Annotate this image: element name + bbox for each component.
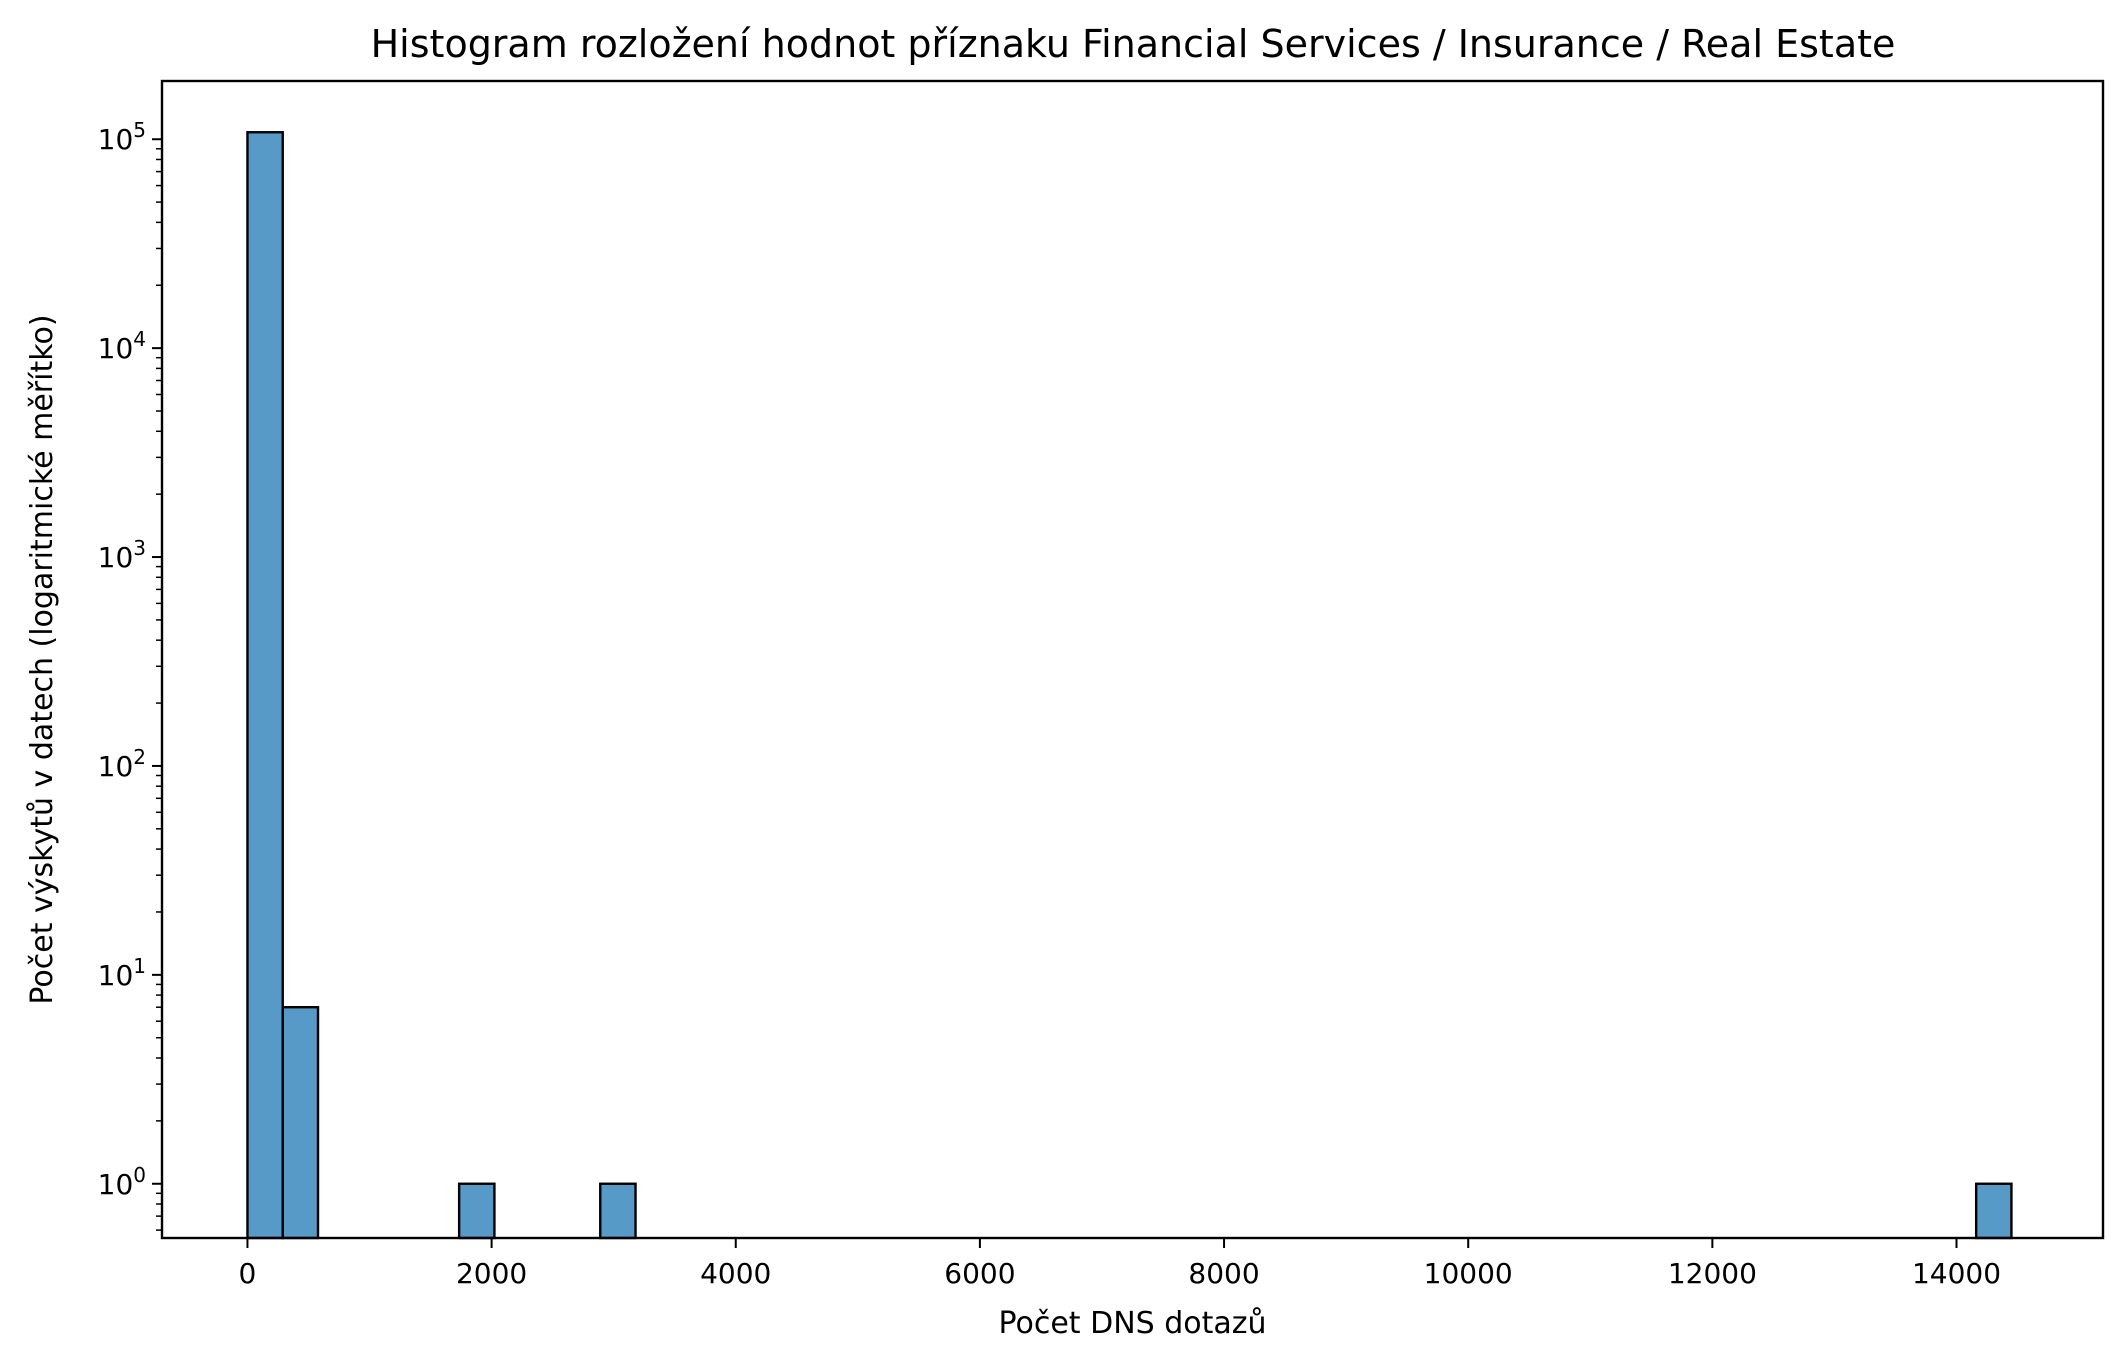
bars-layer xyxy=(246,131,2013,1240)
histogram-bar-1 xyxy=(281,1006,320,1240)
x-tick-label: 10000 xyxy=(1424,1257,1513,1290)
y-axis-ticks: 100 101 102 103 104 105 xyxy=(98,118,162,1201)
histogram-bar-4 xyxy=(1974,1182,2013,1240)
x-axis-ticks: 0 2000 4000 6000 8000 10000 12000 14000 xyxy=(239,1238,2001,1290)
y-axis-label: Počet výskytů v datech (logaritmické měř… xyxy=(25,314,60,1004)
plot-area-frame xyxy=(160,79,2105,1240)
x-tick-label: 14000 xyxy=(1912,1257,2001,1290)
y-tick-label: 100 xyxy=(98,1163,146,1201)
chart-title: Histogram rozložení hodnot příznaku Fina… xyxy=(371,22,1896,66)
y-tick-label: 101 xyxy=(98,954,146,992)
x-tick-label: 6000 xyxy=(944,1257,1015,1290)
y-tick-label: 104 xyxy=(98,327,146,365)
histogram-bar-2 xyxy=(457,1182,496,1240)
y-tick-label: 103 xyxy=(98,536,146,574)
y-tick-label: 102 xyxy=(98,745,146,783)
x-tick-label: 4000 xyxy=(700,1257,771,1290)
histogram-bar-0 xyxy=(246,131,284,1240)
x-axis-label: Počet DNS dotazů xyxy=(998,1306,1266,1341)
x-tick-label: 0 xyxy=(239,1257,257,1290)
y-tick-label: 105 xyxy=(98,118,146,156)
x-tick-label: 12000 xyxy=(1668,1257,1757,1290)
x-tick-label: 8000 xyxy=(1188,1257,1259,1290)
x-tick-label: 2000 xyxy=(456,1257,527,1290)
histogram-bar-3 xyxy=(599,1182,637,1240)
